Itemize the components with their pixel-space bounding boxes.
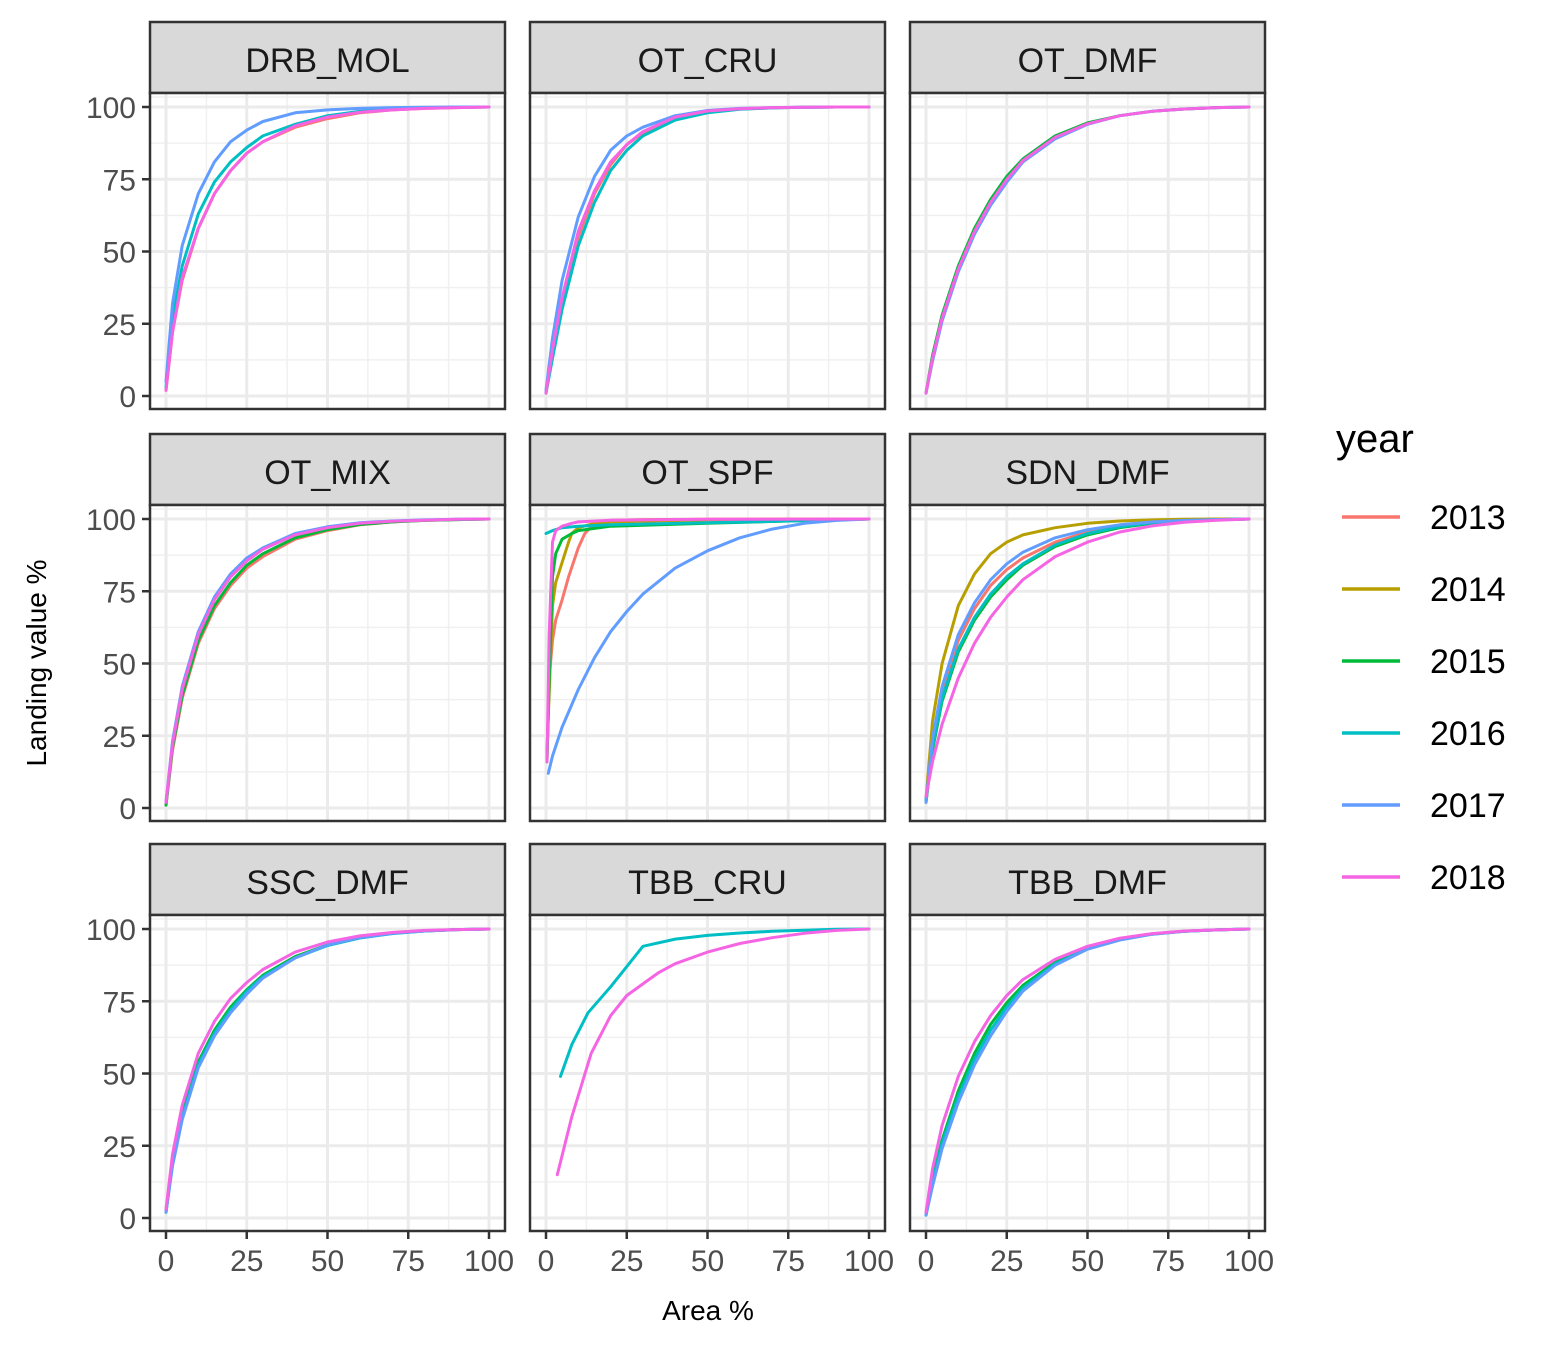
series-line-2018 (924, 105, 1251, 395)
y-tick-label: 100 (86, 504, 136, 537)
legend-label: 2013 (1430, 499, 1506, 537)
series-line-2016 (544, 517, 871, 535)
panel-ot-spf: OT_SPF (528, 432, 887, 823)
series-line-2016 (559, 927, 871, 1078)
series-line-2018 (924, 927, 1251, 1214)
legend-entry-2017: 2017 (1342, 787, 1506, 825)
facet-strip-label: TBB_CRU (628, 864, 787, 902)
x-tick-label: 75 (392, 1245, 425, 1278)
series-line-2017 (924, 517, 1251, 804)
x-tick-label: 100 (844, 1245, 894, 1278)
facet-strip (528, 842, 887, 917)
x-tick-label: 25 (990, 1245, 1023, 1278)
panel-border (908, 503, 1267, 823)
panel-ot-cru: OT_CRU (528, 20, 887, 411)
series-line-2018 (555, 927, 871, 1177)
panel-ot-dmf: OT_DMF (908, 20, 1267, 411)
panel-sdn-dmf: SDN_DMF (908, 432, 1267, 823)
series-line-2018 (164, 105, 491, 392)
y-axis-title: Landing value % (21, 559, 52, 766)
legend-label: 2016 (1430, 715, 1506, 753)
facet-strip-label: OT_SPF (641, 454, 773, 492)
legend-label: 2018 (1430, 859, 1506, 897)
panel-ot-mix: OT_MIX 0 25 50 75 100 (86, 432, 507, 826)
x-tick-label: 50 (1071, 1245, 1104, 1278)
y-tick-label: 25 (103, 721, 136, 754)
y-tick-label: 0 (119, 793, 136, 826)
facet-strip (908, 842, 1267, 917)
facet-strip-label: SDN_DMF (1005, 454, 1169, 492)
legend: year 2013 2014 2015 2016 2017 2018 (1336, 417, 1506, 897)
facet-strip (528, 432, 887, 507)
x-tick-label: 25 (230, 1245, 263, 1278)
facet-strip-label: OT_CRU (638, 42, 778, 80)
facet-strip-label: OT_DMF (1018, 42, 1158, 80)
panel-border (908, 91, 1267, 411)
y-tick-label: 75 (103, 576, 136, 609)
y-tick-label: 100 (86, 92, 136, 125)
panels: DRB_MOL 0 25 50 75 100 OT_CRU OT_DMF OT_MIX 0 25 50… (86, 20, 1274, 1278)
x-axis-title: Area % (662, 1295, 754, 1326)
x-tick-label: 0 (538, 1245, 555, 1278)
panel-border (528, 91, 887, 411)
facet-strip-label: TBB_DMF (1008, 864, 1167, 902)
y-tick-label: 25 (103, 1131, 136, 1164)
legend-label: 2017 (1430, 787, 1506, 825)
legend-label: 2014 (1430, 571, 1506, 609)
x-tick-label: 0 (918, 1245, 935, 1278)
x-tick-label: 50 (691, 1245, 724, 1278)
facet-strip-label: OT_MIX (264, 454, 391, 492)
legend-entry-2015: 2015 (1342, 643, 1506, 681)
facet-strip-label: DRB_MOL (245, 42, 409, 80)
facet-strip (148, 20, 507, 95)
x-tick-label: 25 (610, 1245, 643, 1278)
y-tick-label: 0 (119, 1203, 136, 1236)
x-tick-label: 0 (158, 1245, 175, 1278)
series-line-2018 (924, 517, 1251, 798)
series-line-2017 (546, 517, 871, 775)
panel-border (528, 503, 887, 823)
y-tick-label: 75 (103, 164, 136, 197)
legend-entry-2013: 2013 (1342, 499, 1506, 537)
panel-ssc-dmf: SSC_DMF 0 25 50 75 100 0 25 50 75 100 (86, 842, 514, 1278)
x-tick-label: 75 (772, 1245, 805, 1278)
legend-entry-2018: 2018 (1342, 859, 1506, 897)
facet-strip (148, 842, 507, 917)
x-tick-label: 50 (311, 1245, 344, 1278)
panel-drb-mol: DRB_MOL 0 25 50 75 100 (86, 20, 507, 414)
x-tick-label: 75 (1152, 1245, 1185, 1278)
y-tick-label: 50 (103, 1059, 136, 1092)
facet-strip (908, 432, 1267, 507)
y-tick-label: 25 (103, 309, 136, 342)
x-tick-label: 100 (464, 1245, 514, 1278)
legend-entry-2016: 2016 (1342, 715, 1506, 753)
y-tick-label: 100 (86, 914, 136, 947)
legend-label: 2015 (1430, 643, 1506, 681)
y-tick-label: 0 (119, 381, 136, 414)
legend-title: year (1336, 417, 1414, 461)
x-tick-label: 100 (1224, 1245, 1274, 1278)
y-tick-label: 50 (103, 237, 136, 270)
y-tick-label: 75 (103, 986, 136, 1019)
series-line-2018 (544, 105, 871, 395)
facet-strip-label: SSC_DMF (246, 864, 408, 902)
series-line-2018 (164, 927, 491, 1211)
series-line-2018 (164, 517, 491, 804)
y-tick-label: 50 (103, 649, 136, 682)
panel-tbb-cru: TBB_CRU 0 25 50 75 100 (528, 842, 894, 1278)
panel-tbb-dmf: TBB_DMF 0 25 50 75 100 (908, 842, 1274, 1278)
series-line-2018 (545, 517, 871, 764)
legend-entry-2014: 2014 (1342, 571, 1506, 609)
